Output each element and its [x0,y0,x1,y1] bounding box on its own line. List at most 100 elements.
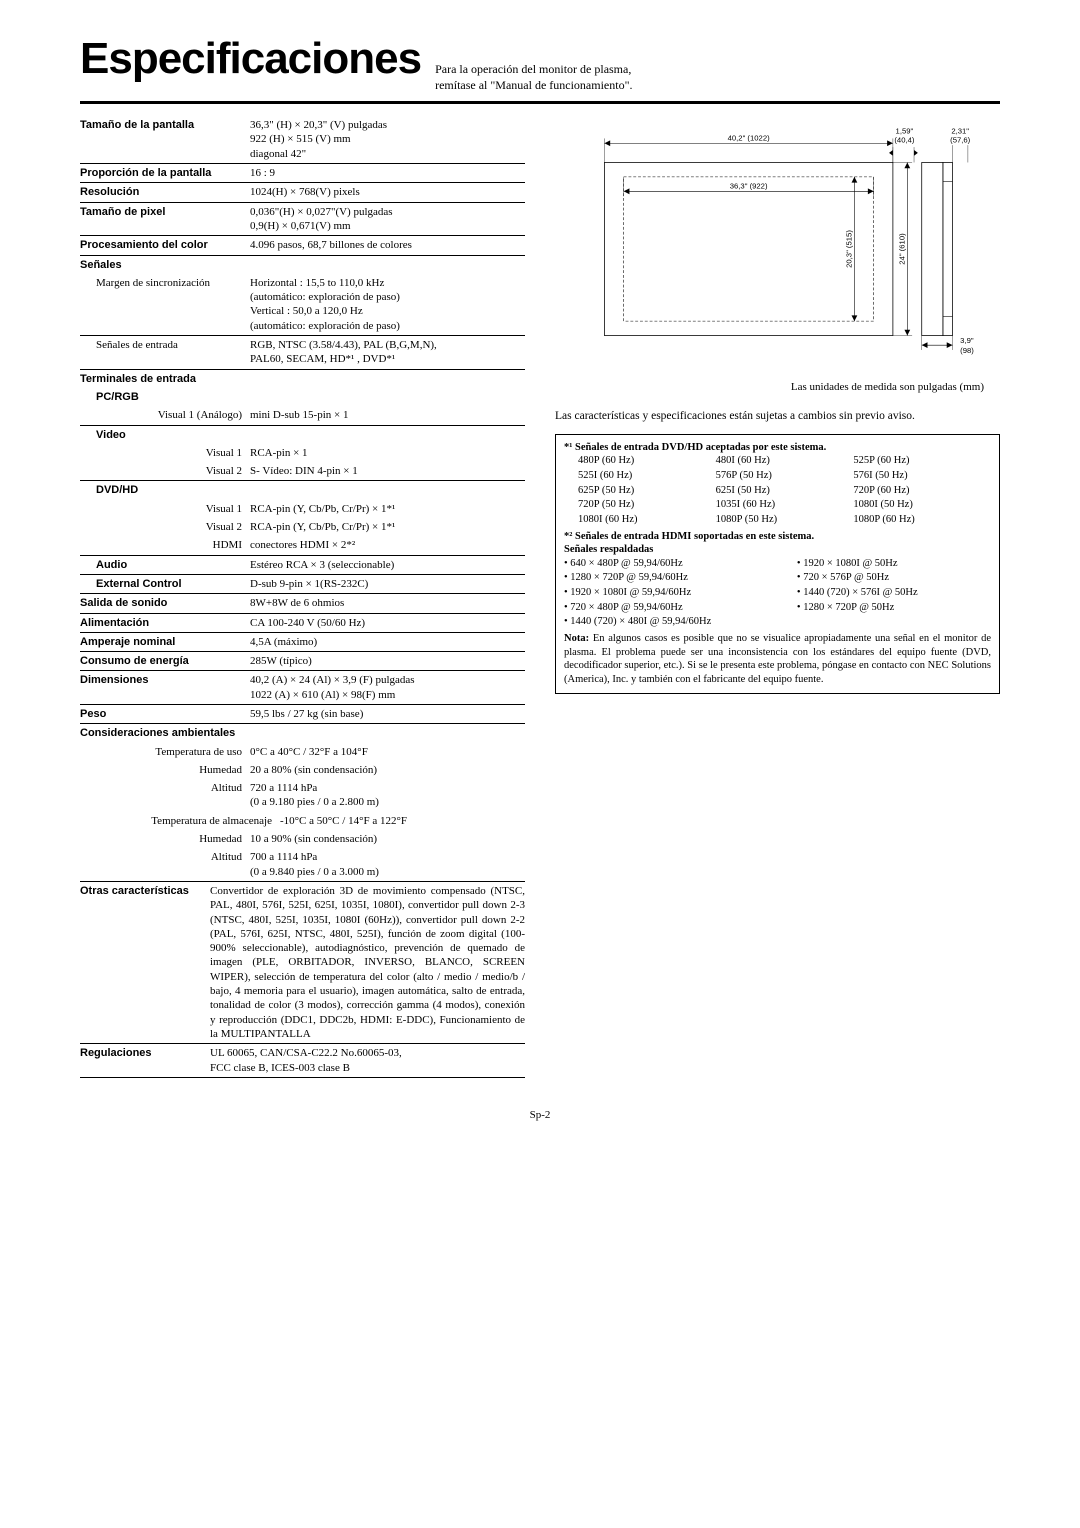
spec-sublabel: Humedad [80,763,250,777]
sig-cell: 480I (60 Hz) [716,454,854,469]
spec-label: Peso [80,707,250,721]
sig-cell: 525P (60 Hz) [853,454,991,469]
sig-cell: 576I (50 Hz) [853,469,991,484]
spec-table: Tamaño de la pantalla36,3" (H) × 20,3" (… [80,116,525,1078]
sig-cell: • 1920 × 1080I @ 59,94/60Hz [564,586,797,601]
right-column: 40,2" (1022) 36,3" (922) 20,3" (515) [555,116,1000,1078]
spec-subsection: External Control [80,577,250,591]
spec-sublabel: Altitud [80,781,250,810]
spec-label: Otras características [80,884,210,1041]
spec-value: S- Vídeo: DIN 4-pin × 1 [250,464,525,478]
sig-cell: 720P (50 Hz) [578,498,716,513]
signals-head: *² Señales de entrada HDMI soportadas en… [564,530,991,544]
spec-subsection: PC/RGB [80,390,250,404]
spec-sublabel: Humedad [80,832,250,846]
spec-label: Amperaje nominal [80,635,250,649]
page-number: Sp-2 [80,1108,1000,1122]
spec-value: 0,036"(H) × 0,027"(V) pulgadas 0,9(H) × … [250,205,525,234]
signals-head: Señales respaldadas [564,543,991,557]
spec-value: Convertidor de exploración 3D de movimie… [210,884,525,1041]
spec-value: Horizontal : 15,5 to 110,0 kHz (automáti… [250,276,525,333]
spec-sublabel: Margen de sincronización [80,276,250,333]
spec-label: Resolución [80,185,250,199]
change-notice: Las características y especificaciones e… [555,409,1000,424]
spec-sublabel: Temperatura de almacenaje [80,814,280,828]
sig-cell: • 720 × 480P @ 59,94/60Hz [564,601,797,616]
sig-cell: • 1920 × 1080I @ 50Hz [797,557,991,572]
signals-note: Nota: En algunos casos es posible que no… [564,632,991,687]
spec-value: 1024(H) × 768(V) pixels [250,185,525,199]
sig-cell: 525I (60 Hz) [578,469,716,484]
spec-sublabel: Temperatura de uso [80,745,250,759]
spec-value: 285W (típico) [250,654,525,668]
sig-cell: 1080I (60 Hz) [578,513,716,528]
spec-sublabel: Altitud [80,850,250,879]
sig-cell: • 1280 × 720P @ 59,94/60Hz [564,571,797,586]
spec-label: Consumo de energía [80,654,250,668]
spec-subsection: DVD/HD [80,483,250,497]
spec-value: -10°C a 50°C / 14°F a 122°F [280,814,525,828]
spec-label: Tamaño de pixel [80,205,250,234]
spec-value: 0°C a 40°C / 32°F a 104°F [250,745,525,759]
svg-text:(40,4): (40,4) [894,135,915,144]
spec-sublabel: Señales de entrada [80,338,250,367]
spec-section: Terminales de entrada [80,372,250,386]
spec-value: 4,5A (máximo) [250,635,525,649]
svg-text:36,3" (922): 36,3" (922) [730,182,768,191]
spec-label: Regulaciones [80,1046,210,1075]
spec-value: 36,3" (H) × 20,3" (V) pulgadas 922 (H) ×… [250,118,525,161]
svg-text:(98): (98) [960,346,974,355]
spec-sublabel: HDMI [80,538,250,552]
sig-cell: 720P (60 Hz) [853,484,991,499]
spec-value: 4.096 pasos, 68,7 billones de colores [250,238,525,252]
spec-section: Consideraciones ambientales [80,726,250,740]
page-subtitle: Para la operación del monitor de plasma,… [429,62,1000,93]
spec-value: 59,5 lbs / 27 kg (sin base) [250,707,525,721]
spec-label: Procesamiento del color [80,238,250,252]
spec-value: 10 a 90% (sin condensación) [250,832,525,846]
spec-label: Tamaño de la pantalla [80,118,250,161]
page-title: Especificaciones [80,30,421,87]
spec-value: mini D-sub 15-pin × 1 [250,408,525,422]
sig-cell: 625P (50 Hz) [578,484,716,499]
spec-value: 720 a 1114 hPa (0 a 9.180 pies / 0 a 2.8… [250,781,525,810]
spec-subsection: Video [80,428,250,442]
svg-text:(57,6): (57,6) [950,135,971,144]
spec-value: 40,2 (A) × 24 (Al) × 3,9 (F) pulgadas 10… [250,673,525,702]
sig-cell: 1080P (60 Hz) [853,513,991,528]
spec-sublabel: Visual 1 [80,446,250,460]
spec-subsection: Audio [80,558,250,572]
svg-text:1,59": 1,59" [896,127,914,136]
header: Especificaciones Para la operación del m… [80,30,1000,104]
sig-cell [797,615,991,616]
sig-cell: • 640 × 480P @ 59,94/60Hz [564,557,797,572]
spec-value: 20 a 80% (sin condensación) [250,763,525,777]
spec-value: D-sub 9-pin × 1(RS-232C) [250,577,525,591]
spec-value: RCA-pin (Y, Cb/Pb, Cr/Pr) × 1*¹ [250,520,525,534]
spec-sublabel: Visual 1 [80,502,250,516]
spec-sublabel: Visual 2 [80,464,250,478]
spec-value: UL 60065, CAN/CSA-C22.2 No.60065-03, FCC… [210,1046,525,1075]
spec-sublabel: Visual 2 [80,520,250,534]
spec-value: RGB, NTSC (3.58/4.43), PAL (B,G,M,N), PA… [250,338,525,367]
spec-value: RCA-pin (Y, Cb/Pb, Cr/Pr) × 1*¹ [250,502,525,516]
sig-cell: • 1280 × 720P @ 50Hz [797,601,991,616]
spec-value: 8W+8W de 6 ohmios [250,596,525,610]
svg-text:40,2" (1022): 40,2" (1022) [728,134,770,143]
signals-head: *¹ Señales de entrada DVD/HD aceptadas p… [564,441,991,455]
svg-text:2,31": 2,31" [951,127,969,136]
spec-sublabel: Visual 1 (Análogo) [80,408,250,422]
spec-label: Alimentación [80,616,250,630]
svg-text:24" (610): 24" (610) [897,233,906,265]
signals-box: *¹ Señales de entrada DVD/HD aceptadas p… [555,434,1000,694]
sig-cell: 1035I (60 Hz) [716,498,854,513]
sig-cell: 1080P (50 Hz) [716,513,854,528]
spec-section: Señales [80,258,250,272]
spec-value: Estéreo RCA × 3 (seleccionable) [250,558,525,572]
svg-text:20,3" (515): 20,3" (515) [845,230,854,268]
spec-value: 16 : 9 [250,166,525,180]
spec-label: Dimensiones [80,673,250,702]
spec-label: Proporción de la pantalla [80,166,250,180]
spec-value: conectores HDMI × 2*² [250,538,525,552]
diagram-caption: Las unidades de medida son pulgadas (mm) [571,380,984,394]
